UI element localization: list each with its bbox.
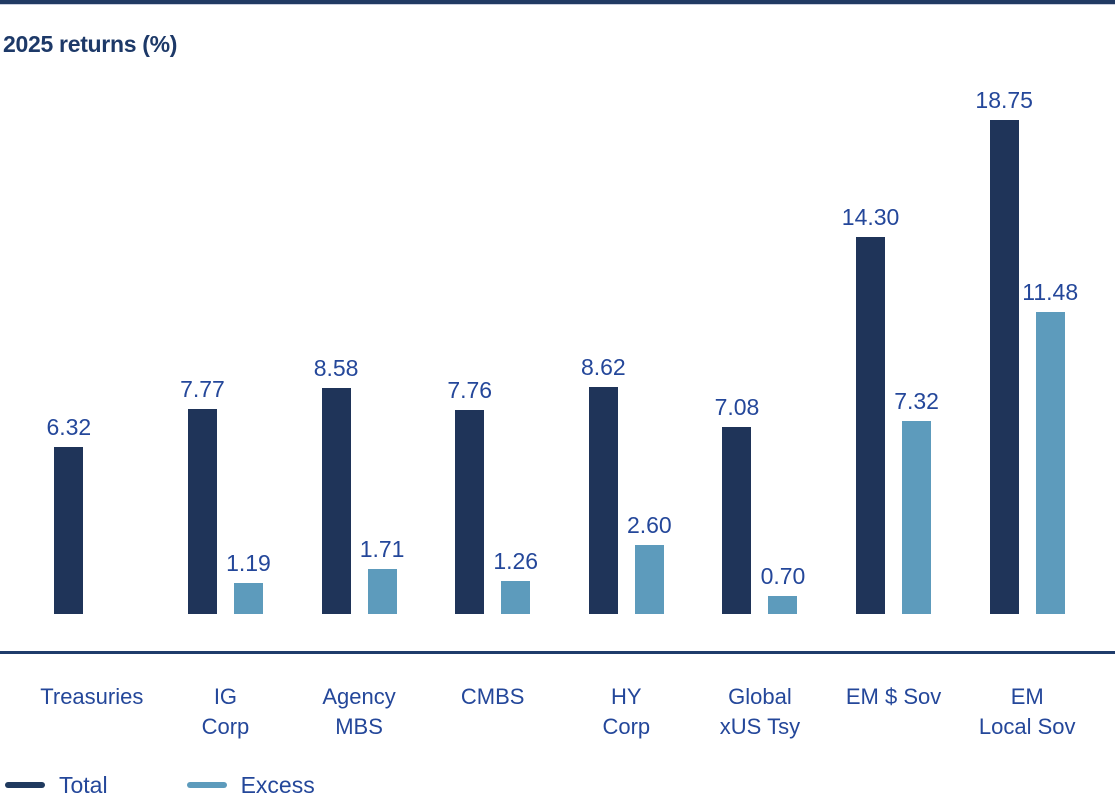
category-label: HY Corp bbox=[602, 684, 651, 739]
x-axis-line bbox=[0, 651, 1115, 654]
category-label: EM $ Sov bbox=[845, 684, 942, 709]
legend-item-total: Total bbox=[5, 771, 108, 798]
excess-value-label: 1.19 bbox=[226, 550, 271, 576]
excess-value-label: 2.60 bbox=[626, 512, 672, 538]
excess-value-label: 0.70 bbox=[760, 563, 806, 589]
category-label: EM Local Sov bbox=[978, 684, 1076, 739]
total-bar bbox=[54, 447, 84, 614]
category-label: IG Corp bbox=[201, 684, 250, 739]
excess-bar bbox=[902, 421, 932, 614]
total-value-label: 18.75 bbox=[975, 87, 1033, 113]
total-value-label: 7.08 bbox=[714, 394, 760, 420]
category-label: Treasuries bbox=[40, 684, 144, 709]
legend-item-excess: Excess bbox=[186, 771, 315, 798]
category-axis: Treasuries IG Corp Agency MBS CMBS HY Co… bbox=[25, 682, 1094, 742]
excess-bar bbox=[233, 583, 263, 614]
chart-column: 7.76 1.26 bbox=[426, 379, 560, 614]
top-divider bbox=[0, 0, 1115, 5]
total-bar bbox=[321, 388, 351, 614]
excess-value-label: 1.26 bbox=[493, 548, 539, 574]
excess-bar bbox=[634, 545, 664, 614]
chart-column: 7.08 0.70 bbox=[693, 396, 827, 614]
chart-title: 2025 returns (%) bbox=[3, 31, 178, 57]
legend-label-total: Total bbox=[59, 771, 108, 798]
chart-column: 8.62 2.60 bbox=[560, 356, 694, 614]
total-bar bbox=[187, 409, 217, 614]
total-bar bbox=[989, 120, 1019, 614]
excess-bar bbox=[501, 581, 531, 614]
legend: Total Excess bbox=[5, 770, 315, 800]
chart-column: 14.30 7.32 bbox=[827, 206, 961, 614]
total-value-label: 14.30 bbox=[841, 204, 900, 230]
chart-column: 6.32 bbox=[25, 416, 159, 614]
chart-column: 18.75 11.48 bbox=[960, 89, 1094, 614]
total-bar bbox=[455, 410, 485, 614]
total-value-label: 8.58 bbox=[313, 355, 359, 381]
bars-area: 6.32 7.77 1.19 bbox=[25, 89, 1094, 614]
total-value-label: 7.77 bbox=[180, 376, 225, 402]
total-bar bbox=[856, 237, 886, 614]
excess-bar bbox=[768, 596, 798, 614]
legend-label-excess: Excess bbox=[240, 771, 315, 798]
total-value-label: 6.32 bbox=[46, 414, 92, 440]
excess-bar bbox=[1035, 312, 1065, 614]
category-label: CMBS bbox=[460, 684, 525, 709]
category-label: Global xUS Tsy bbox=[719, 684, 801, 739]
total-bar bbox=[588, 387, 618, 614]
total-value-label: 8.62 bbox=[580, 354, 626, 380]
excess-value-label: 11.48 bbox=[1022, 279, 1079, 305]
chart-column: 8.58 1.71 bbox=[292, 357, 426, 614]
category-label: Agency MBS bbox=[322, 684, 396, 739]
excess-value-label: 7.32 bbox=[894, 388, 939, 414]
total-bar bbox=[722, 427, 752, 614]
excess-legend-marker-icon bbox=[186, 782, 227, 788]
excess-value-label: 1.71 bbox=[359, 536, 405, 562]
total-legend-marker-icon bbox=[5, 782, 45, 788]
excess-bar bbox=[367, 569, 397, 614]
total-value-label: 7.76 bbox=[447, 377, 493, 403]
chart-column: 7.77 1.19 bbox=[159, 378, 293, 614]
